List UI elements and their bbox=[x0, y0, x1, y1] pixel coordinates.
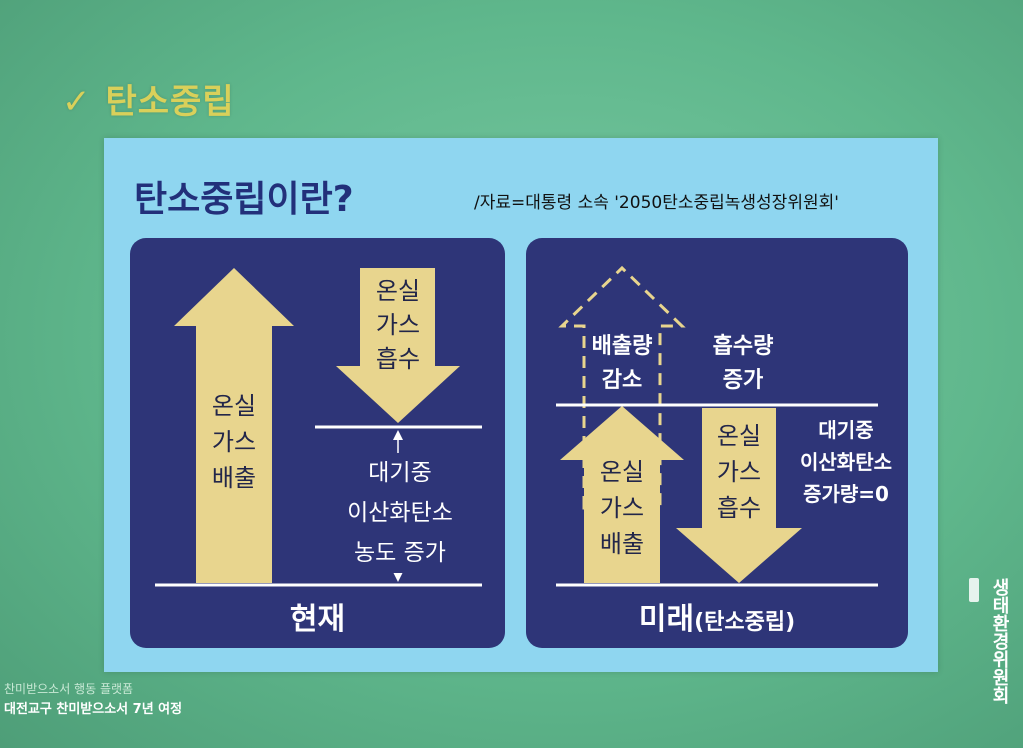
future-arrows bbox=[556, 265, 878, 587]
committee-logo-text: 생태환경위원회 bbox=[989, 578, 1010, 704]
future-caption-main: 미래 bbox=[638, 602, 695, 637]
present-box: 온실 가스 배출 온실 가스 흡수 대기중 이산화탄소 농도 증가 현재 bbox=[130, 238, 505, 648]
gap-arrow-top-head bbox=[393, 430, 403, 440]
future-emission-label: 온실 가스 배출 bbox=[599, 458, 645, 558]
emission-up-arrow bbox=[174, 268, 294, 583]
source-note: /자료=대통령 소속 '2050탄소중립녹생성장위원회' bbox=[474, 193, 839, 213]
present-emission-label: 온실 가스 배출 bbox=[211, 392, 257, 492]
slide-heading: ✓ 탄소중립 bbox=[62, 74, 235, 123]
future-caption-sub: (탄소중립) bbox=[694, 610, 796, 635]
future-box: 배출량 감소 흡수량 증가 온실 가스 배출 온실 가스 흡수 대기중 이산화탄… bbox=[526, 238, 908, 648]
present-increase-label: 대기중 이산화탄소 농도 증가 bbox=[320, 453, 480, 573]
committee-logo-icon bbox=[969, 578, 979, 602]
present-absorption-label: 온실 가스 흡수 bbox=[375, 277, 421, 373]
future-reduce-label: 배출량 감소 bbox=[591, 334, 653, 393]
future-absorb-increase-label: 흡수량 증가 bbox=[712, 334, 774, 393]
future-absorption-label: 온실 가스 흡수 bbox=[716, 422, 762, 522]
diagram-panel: 탄소중립이란? /자료=대통령 소속 '2050탄소중립녹생성장위원회' 온실 … bbox=[104, 138, 938, 672]
present-caption: 현재 bbox=[289, 602, 346, 637]
slide-heading-text: 탄소중립 bbox=[105, 82, 235, 122]
future-zero-label: 대기중 이산화탄소 증가량=0 bbox=[800, 418, 892, 506]
present-arrows bbox=[155, 268, 482, 587]
future-emission-up-arrow bbox=[560, 406, 684, 583]
panel-title: 탄소중립이란? bbox=[134, 179, 354, 220]
future-caption: 미래(탄소중립) bbox=[526, 594, 908, 638]
absorption-down-arrow bbox=[336, 268, 460, 423]
footer-platform-text: 찬미받으소서 행동 플랫폼 bbox=[4, 682, 134, 696]
footer-journey-text: 대전교구 찬미받으소서 7년 여정 bbox=[4, 702, 183, 717]
gap-arrow-bottom-head bbox=[393, 572, 403, 582]
future-absorption-down-arrow bbox=[676, 408, 802, 583]
checkmark-icon: ✓ bbox=[62, 82, 92, 122]
